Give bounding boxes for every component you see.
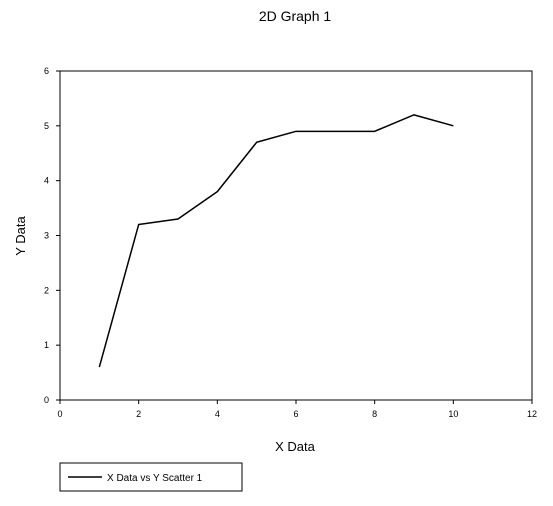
x-tick-label: 10 — [448, 409, 458, 419]
x-axis-label: X Data — [275, 439, 316, 454]
x-tick-label: 6 — [293, 409, 298, 419]
chart-title: 2D Graph 1 — [259, 8, 332, 24]
y-axis-label: Y Data — [13, 215, 28, 255]
x-tick-label: 4 — [215, 409, 220, 419]
legend-label: X Data vs Y Scatter 1 — [107, 473, 203, 484]
plot-frame — [59, 70, 533, 401]
x-tick-label: 0 — [57, 409, 62, 419]
x-axis-ticks: 0 2 4 6 8 10 12 — [57, 400, 537, 419]
plot-area — [59, 70, 533, 401]
y-tick-label: 3 — [44, 231, 49, 241]
y-tick-label: 5 — [44, 121, 49, 131]
x-tick-label: 2 — [136, 409, 141, 419]
y-axis-ticks: 0 1 2 3 4 5 6 — [44, 66, 60, 405]
y-tick-label: 4 — [44, 176, 49, 186]
x-tick-label: 8 — [372, 409, 377, 419]
y-tick-label: 1 — [44, 340, 49, 350]
series-group — [98, 114, 454, 368]
y-tick-label: 6 — [44, 66, 49, 76]
legend: X Data vs Y Scatter 1 — [59, 462, 243, 492]
series-line — [98, 114, 454, 368]
y-tick-label: 0 — [44, 395, 49, 405]
y-tick-label: 2 — [44, 285, 49, 295]
x-tick-label: 12 — [527, 409, 537, 419]
